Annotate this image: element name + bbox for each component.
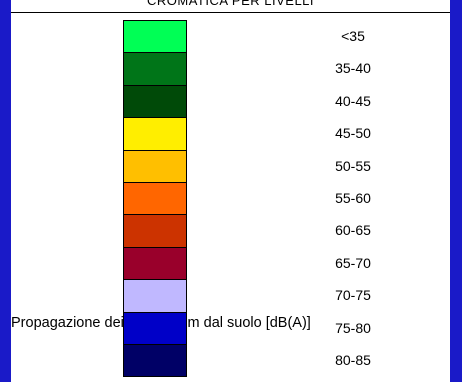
class-label: 55-60 — [335, 189, 371, 206]
color-swatch — [123, 150, 187, 183]
color-swatch — [123, 344, 187, 378]
color-swatch — [123, 85, 187, 119]
class-label: 50-55 — [335, 157, 371, 174]
color-swatch — [123, 53, 187, 86]
color-swatch — [123, 182, 187, 216]
color-swatch — [123, 312, 187, 345]
color-swatch — [123, 20, 187, 54]
color-swatch — [123, 280, 187, 313]
class-label: 45-50 — [335, 125, 371, 142]
class-label: <35 — [341, 28, 365, 44]
color-scale — [123, 20, 187, 378]
legend-title: CROMATICA PER LIVELLI — [146, 0, 315, 8]
class-label: 80-85 — [335, 351, 371, 368]
color-swatch — [123, 118, 187, 151]
legend-header: CROMATICA PER LIVELLI — [11, 0, 450, 13]
class-label: 35-40 — [335, 60, 371, 77]
class-label: 75-80 — [335, 319, 371, 336]
class-label: 40-45 — [335, 92, 371, 109]
class-labels: <35 35-40 40-45 45-50 50-55 55-60 60-65 65-70 70… — [311, 20, 431, 376]
class-label: 60-65 — [335, 222, 371, 239]
legend-panel: CROMATICA PER LIVELLI <35 35-40 40-45 45-50… — [11, 0, 450, 382]
class-label: 65-70 — [335, 254, 371, 271]
class-label: 70-75 — [335, 287, 371, 304]
color-swatch — [123, 247, 187, 281]
color-swatch — [123, 215, 187, 248]
